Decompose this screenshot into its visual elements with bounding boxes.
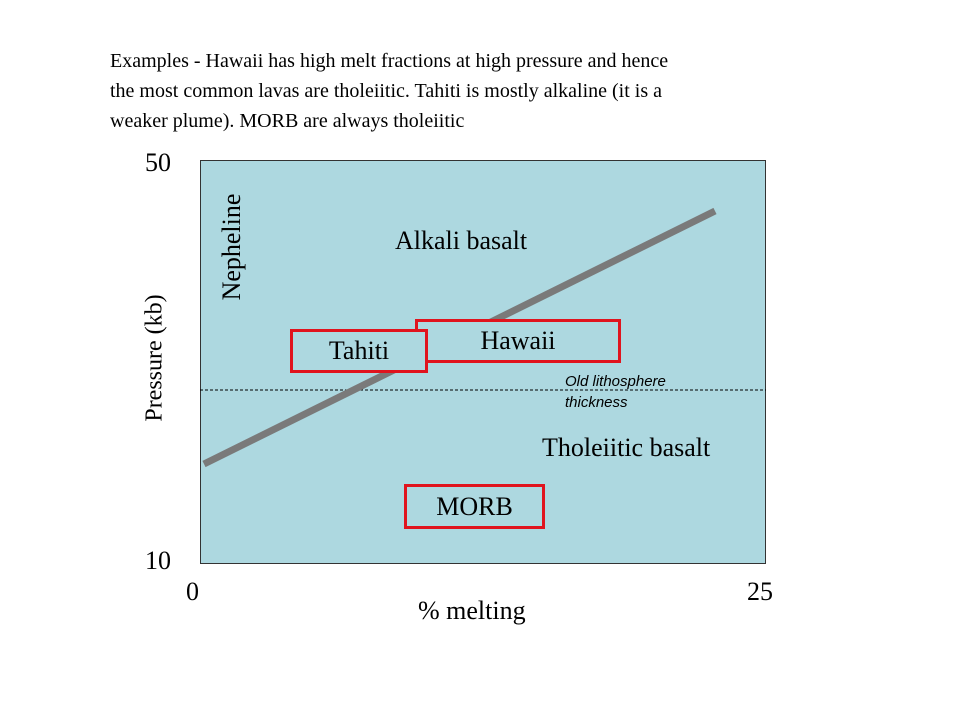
caption-line-2: the most common lavas are tholeiitic. Ta… (110, 80, 663, 102)
lithosphere-annotation: Old lithosphere thickness (565, 371, 666, 413)
region-tholeiitic-basalt: Tholeiitic basalt (542, 433, 711, 462)
hawaii-label: Hawaii (480, 326, 556, 355)
x-tick-left: 0 (186, 577, 199, 606)
y-axis-label: Pressure (kb) (141, 294, 168, 422)
y-tick-bottom: 10 (145, 546, 171, 575)
caption-line-1: Examples - Hawaii has high melt fraction… (110, 50, 669, 72)
caption-line-3: weaker plume). MORB are always tholeiiti… (110, 110, 465, 132)
lithosphere-annotation-line-1: Old lithosphere (565, 373, 666, 390)
hawaii-box: Hawaii (415, 319, 621, 363)
region-alkali-basalt: Alkali basalt (395, 226, 528, 255)
x-tick-right: 25 (747, 577, 773, 606)
tahiti-label: Tahiti (328, 336, 390, 365)
region-nephelinite: Nepheline (217, 193, 246, 301)
morb-box: MORB (404, 484, 545, 529)
tahiti-box: Tahiti (290, 329, 428, 373)
y-tick-top: 50 (145, 148, 171, 177)
x-axis-label: % melting (418, 596, 526, 625)
lithosphere-annotation-line-2: thickness (565, 394, 628, 411)
caption: Examples - Hawaii has high melt fraction… (110, 46, 870, 136)
morb-label: MORB (436, 491, 513, 521)
